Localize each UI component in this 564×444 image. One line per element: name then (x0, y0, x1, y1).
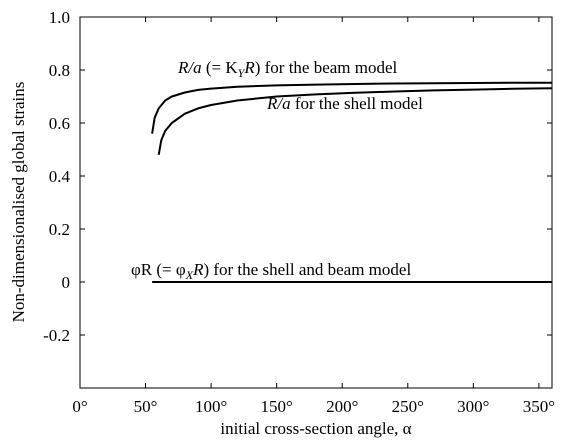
x-axis-ticks: 0° 50° 100° 150° 200° 250° 300° 350° (72, 17, 555, 416)
annotation-part: φR (= φ (131, 260, 186, 279)
x-tick-label: 200° (326, 397, 358, 416)
y-tick-label: 0.2 (49, 220, 70, 239)
annotation-beam-model: R/a (= KYR) for the beam model (177, 58, 398, 80)
series-lines (151, 81, 553, 283)
x-tick-label: 350° (523, 397, 555, 416)
series-line-shell (157, 87, 553, 155)
y-tick-label: 0.8 (49, 61, 70, 80)
y-tick-label: 1.0 (49, 8, 70, 27)
annotation-part: for the shell model (291, 94, 423, 113)
series-line-beam (151, 81, 552, 134)
y-tick-label: 0.6 (49, 114, 70, 133)
annotation-part: ) for the shell and beam model (203, 260, 411, 279)
annotation-shell-model: R/a for the shell model (266, 94, 423, 113)
x-axis-label: initial cross-section angle, α (220, 419, 411, 438)
x-tick-label: 50° (134, 397, 158, 416)
annotation-part: R (243, 58, 255, 77)
x-tick-label: 250° (392, 397, 424, 416)
annotation-phi-model: φR (= φXR) for the shell and beam model (131, 260, 411, 282)
y-axis-label: Non-dimensionalised global strains (9, 82, 28, 323)
y-axis-ticks: -0.2 0 0.2 0.4 0.6 0.8 1.0 (43, 8, 552, 345)
x-tick-label: 100° (195, 397, 227, 416)
annotation-part: R (192, 260, 204, 279)
annotation-part: ) for the beam model (255, 58, 398, 77)
annotation-part: Y (238, 66, 246, 80)
y-tick-label: 0.4 (49, 167, 71, 186)
x-tick-label: 150° (261, 397, 293, 416)
annotation-part: X (185, 268, 194, 282)
y-tick-label: 0 (62, 273, 71, 292)
x-tick-label: 0° (72, 397, 87, 416)
annotation-part: R/a (177, 58, 202, 77)
annotation-part: (= K (202, 58, 239, 77)
y-tick-label: -0.2 (43, 326, 70, 345)
annotation-part: R/a (266, 94, 291, 113)
x-tick-label: 300° (457, 397, 489, 416)
plot-frame (79, 16, 553, 389)
